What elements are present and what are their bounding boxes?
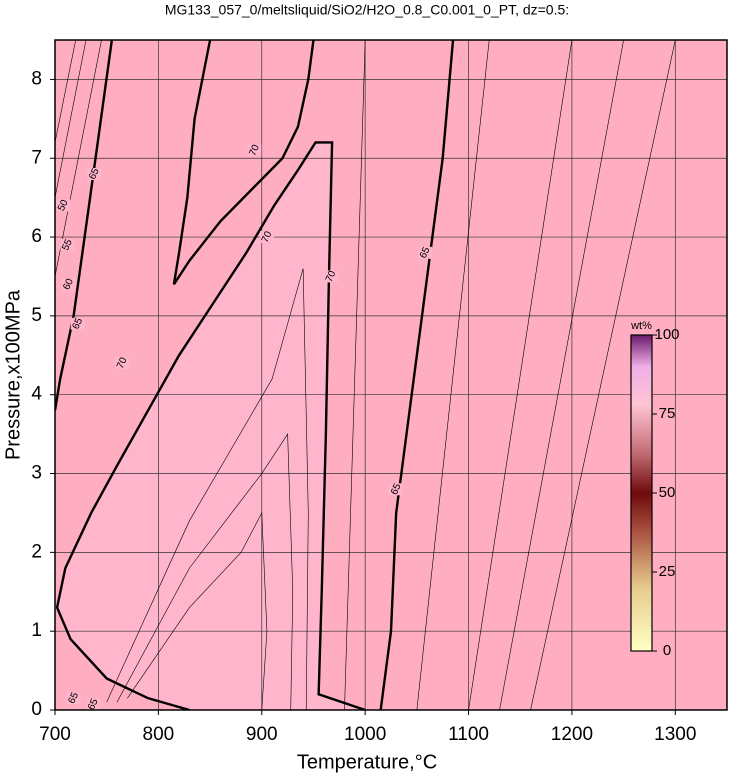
contour-label: 70	[247, 143, 262, 158]
contour-label: 65	[418, 245, 433, 260]
contour-thick	[172, 40, 315, 286]
colorbar-tick-label: 0	[663, 642, 671, 659]
contour-label-bg	[324, 270, 339, 283]
y-tick-label: 4	[31, 384, 42, 405]
inner-region	[57, 142, 366, 710]
contour-label-bg	[115, 357, 130, 370]
contour-thick	[379, 40, 455, 710]
contour-thin	[106, 268, 309, 710]
contour-label: 60	[61, 277, 76, 292]
contour-label-bg	[70, 317, 85, 330]
colorbar-tick-label: 25	[659, 563, 676, 580]
contour-thin	[344, 40, 366, 710]
x-tick-label: 900	[246, 724, 278, 745]
contour-label: 70	[324, 269, 339, 284]
contour-thin	[55, 40, 76, 143]
contour-thick	[55, 141, 366, 710]
contour-thin	[55, 40, 87, 198]
y-tick-label: 6	[31, 226, 42, 247]
contour-label: 55	[60, 237, 75, 252]
chart-title: MG133_057_0/meltsliquid/SiO2/H2O_0.8_C0.…	[165, 2, 569, 18]
contour-thin	[416, 40, 490, 710]
contour-thin	[530, 40, 676, 710]
colorbar-tick-label: 75	[659, 405, 676, 422]
y-tick-label: 0	[31, 699, 42, 720]
contour-label-bg	[56, 199, 71, 212]
contour-thin	[127, 511, 268, 710]
contour-label: 65	[87, 166, 102, 181]
contour-thin	[55, 40, 102, 277]
x-tick-label: 1100	[448, 724, 489, 745]
contour-label: 65	[389, 482, 404, 497]
y-tick-label: 2	[31, 541, 42, 562]
x-tick-label: 1200	[551, 724, 593, 745]
contour-label-bg	[87, 168, 102, 180]
y-tick-label: 8	[31, 68, 42, 89]
x-tick-label: 1300	[654, 724, 696, 745]
contour-label-bg	[86, 698, 101, 710]
contour-label: 65	[71, 316, 86, 331]
colorbar-label: wt%	[630, 320, 652, 332]
contour-label-bg	[259, 231, 274, 244]
contour-label-bg	[66, 692, 81, 705]
contour-label: 65	[66, 690, 81, 705]
contour-label-bg	[247, 144, 262, 157]
x-tick-label: 1000	[344, 724, 386, 745]
contour-thin	[468, 40, 573, 710]
contour-label: 50	[56, 198, 71, 213]
contour-label: 70	[260, 229, 275, 244]
x-tick-label: 700	[39, 724, 71, 745]
contour-label-bg	[418, 246, 433, 259]
colorbar-tick-label: 50	[659, 484, 676, 501]
contour-thick	[55, 40, 114, 411]
y-tick-label: 5	[31, 305, 42, 326]
x-axis-label: Temperature,°C	[297, 751, 437, 773]
y-axis-label: Pressure,x100MPa	[2, 289, 24, 460]
contour-label-bg	[389, 483, 404, 496]
x-tick-label: 800	[143, 724, 175, 745]
y-tick-label: 3	[31, 463, 42, 484]
colorbar-tick-label: 100	[654, 326, 679, 343]
contour-thin	[116, 433, 294, 710]
contour-label-bg	[61, 278, 76, 291]
plot-frame	[54, 39, 728, 711]
y-tick-label: 7	[31, 147, 42, 168]
contour-label-bg	[60, 238, 75, 251]
colorbar	[630, 334, 653, 652]
contour-thin	[499, 40, 624, 710]
y-tick-label: 1	[31, 620, 42, 641]
contour-label: 70	[115, 355, 130, 370]
